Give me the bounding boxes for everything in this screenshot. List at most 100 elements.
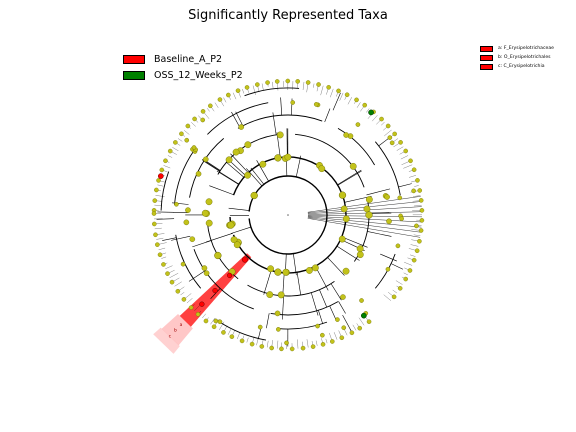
leaf-node — [392, 131, 397, 137]
taxon-node — [318, 165, 326, 173]
radial-branch — [202, 160, 220, 172]
radial-branch — [295, 155, 302, 177]
taxon-node — [365, 211, 373, 219]
taxon-node — [202, 156, 209, 163]
taxon-node — [315, 323, 320, 329]
leaf-branch — [172, 147, 179, 151]
taxon-node — [306, 267, 313, 274]
clade-letter-a: a — [180, 323, 183, 328]
leaf-node — [354, 97, 359, 103]
taxon-node — [282, 268, 290, 276]
leaf-node — [152, 198, 158, 203]
taxon-node — [233, 241, 241, 249]
root-node — [287, 214, 289, 216]
radial-branch — [205, 232, 234, 243]
clade-arc — [214, 318, 267, 341]
clade-arc — [237, 114, 323, 129]
leaf-node — [310, 344, 316, 349]
leaf-branch — [333, 332, 338, 340]
leaf-branch — [413, 195, 421, 197]
radial-branch — [293, 253, 297, 276]
clade-legend-item-c: c: C_Erysipelotrichia — [480, 62, 554, 71]
leaf-branch — [237, 332, 240, 340]
enriched-node-baseline — [226, 272, 233, 279]
taxon-node — [341, 325, 347, 331]
taxon-node — [213, 318, 219, 324]
spoke-branch — [307, 196, 421, 213]
leaf-node — [255, 82, 260, 87]
leaf-branch — [396, 146, 404, 151]
leaf-branch — [320, 85, 324, 96]
leaf-node — [181, 297, 187, 302]
leaf-node — [349, 330, 355, 336]
spoke-branch — [307, 215, 422, 218]
taxon-node — [244, 141, 252, 149]
spoke-branch — [307, 217, 421, 233]
taxon-node — [259, 160, 267, 168]
radial-branch — [225, 161, 245, 178]
enriched-node-baseline — [199, 301, 205, 307]
leaf-node — [362, 102, 367, 108]
clade-letter-b: b — [174, 328, 177, 334]
leaf-branch — [174, 281, 182, 287]
leaf-branch — [184, 130, 190, 135]
leaf-node — [217, 97, 223, 102]
leaf-node — [211, 324, 217, 330]
leaf-node — [403, 276, 408, 282]
taxon-node — [311, 264, 319, 272]
leaf-node — [418, 228, 424, 233]
radial-branch — [216, 170, 239, 185]
enriched-node-baseline — [241, 256, 248, 263]
leaf-branch — [165, 265, 173, 269]
clade-swatch-a — [480, 45, 493, 52]
taxon-node — [387, 135, 393, 140]
leaf-branch — [261, 83, 264, 91]
taxon-node — [365, 196, 373, 203]
radial-branch — [266, 313, 270, 329]
leaf-node — [385, 123, 391, 129]
taxon-node — [349, 162, 357, 170]
leaf-node — [411, 257, 417, 263]
radial-branch — [296, 272, 302, 296]
leaf-node — [235, 88, 241, 93]
clade-arc — [374, 253, 396, 289]
clade-swatch-c — [480, 63, 493, 70]
leaf-branch — [330, 88, 334, 98]
radial-branch — [235, 111, 244, 126]
leaf-node — [419, 218, 425, 223]
taxon-node — [342, 267, 350, 275]
leaf-branch — [167, 155, 173, 158]
taxon-node — [343, 132, 349, 138]
clade-swatch-b — [480, 54, 493, 61]
taxon-node — [183, 219, 190, 226]
radial-branch — [319, 289, 328, 308]
radial-branch — [336, 245, 360, 261]
leaf-branch — [372, 115, 378, 122]
taxon-node — [203, 270, 210, 276]
leaf-node — [265, 80, 270, 85]
leaf-branch — [194, 305, 200, 311]
taxon-node — [217, 319, 223, 325]
taxon-node — [414, 223, 419, 229]
legend-item-oss: OSS_12_Weeks_P2 — [123, 67, 243, 83]
radial-branch — [162, 237, 177, 241]
taxon-node — [284, 340, 289, 346]
taxon-node — [189, 236, 196, 243]
leaf-branch — [267, 340, 269, 348]
taxon-node — [250, 191, 258, 200]
taxon-node — [384, 194, 390, 200]
leaf-node — [418, 198, 424, 203]
enriched-node-oss — [360, 312, 367, 319]
taxon-node — [185, 207, 191, 213]
leaf-node — [344, 92, 350, 98]
leaf-node — [155, 242, 160, 247]
legend-swatch-baseline — [123, 54, 145, 64]
radial-branch — [263, 270, 272, 295]
leaf-node — [221, 330, 226, 335]
leaf-branch — [410, 254, 416, 257]
radial-branch — [230, 153, 249, 173]
radial-branch — [228, 207, 250, 211]
radial-branch — [324, 108, 331, 123]
leaf-branch — [161, 256, 167, 259]
leaf-branch — [403, 272, 408, 276]
